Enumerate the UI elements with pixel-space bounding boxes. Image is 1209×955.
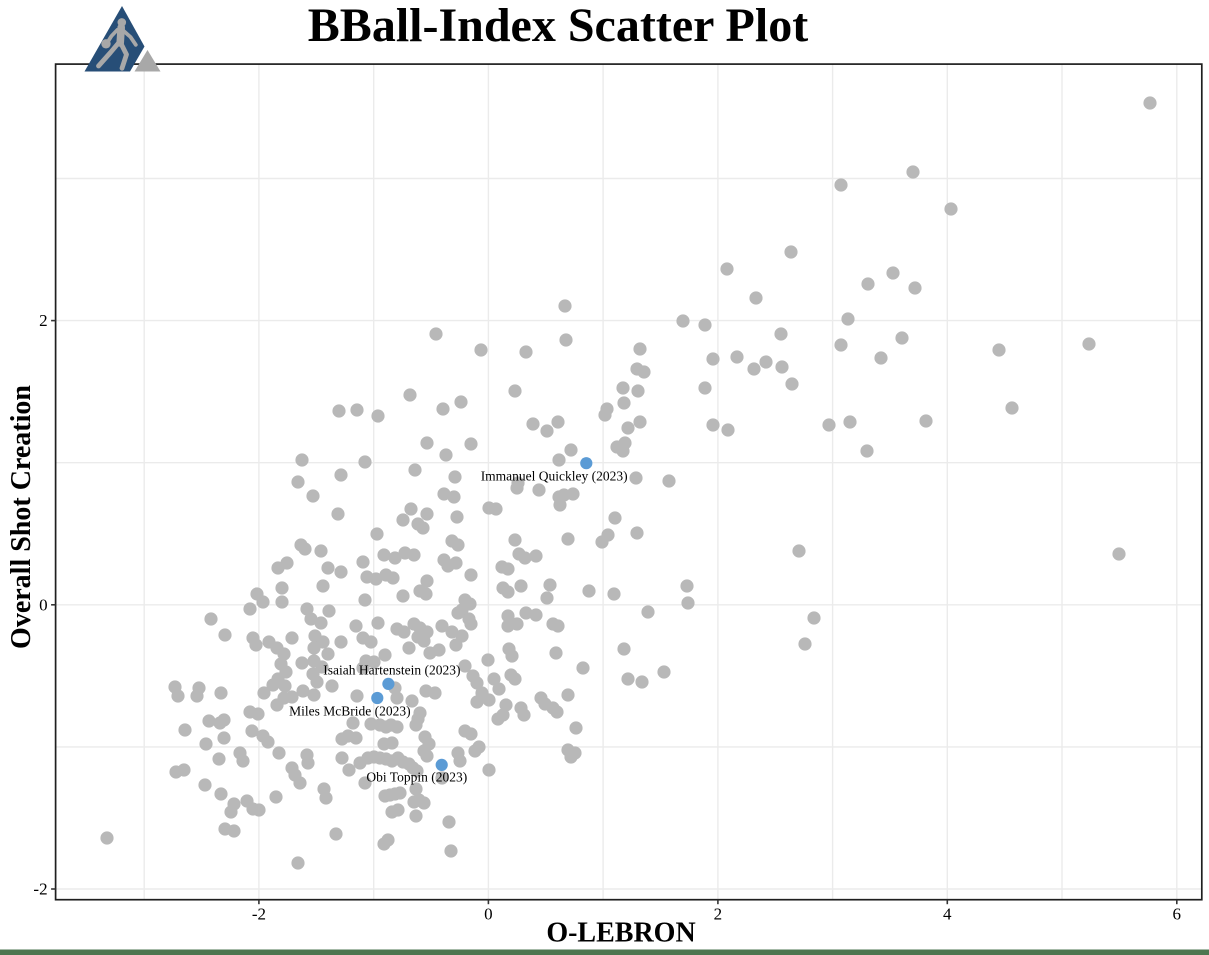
- svg-text:Isaiah Hartenstein (2023): Isaiah Hartenstein (2023): [323, 663, 460, 678]
- svg-text:-2: -2: [252, 905, 266, 924]
- svg-text:Miles McBride (2023): Miles McBride (2023): [289, 704, 410, 719]
- svg-text:BBall-Index Scatter Plot: BBall-Index Scatter Plot: [308, 0, 808, 52]
- svg-text:Obi Toppin (2023): Obi Toppin (2023): [366, 770, 467, 785]
- svg-text:2: 2: [714, 905, 723, 924]
- svg-text:Immanuel Quickley (2023): Immanuel Quickley (2023): [481, 469, 628, 484]
- svg-text:O-LEBRON: O-LEBRON: [546, 918, 695, 949]
- svg-text:2: 2: [39, 311, 48, 330]
- svg-text:-2: -2: [33, 880, 47, 899]
- svg-text:6: 6: [1173, 905, 1182, 924]
- svg-text:0: 0: [484, 905, 493, 924]
- svg-text:0: 0: [39, 595, 48, 614]
- svg-text:4: 4: [943, 905, 952, 924]
- svg-text:Overall Shot Creation: Overall Shot Creation: [6, 385, 37, 649]
